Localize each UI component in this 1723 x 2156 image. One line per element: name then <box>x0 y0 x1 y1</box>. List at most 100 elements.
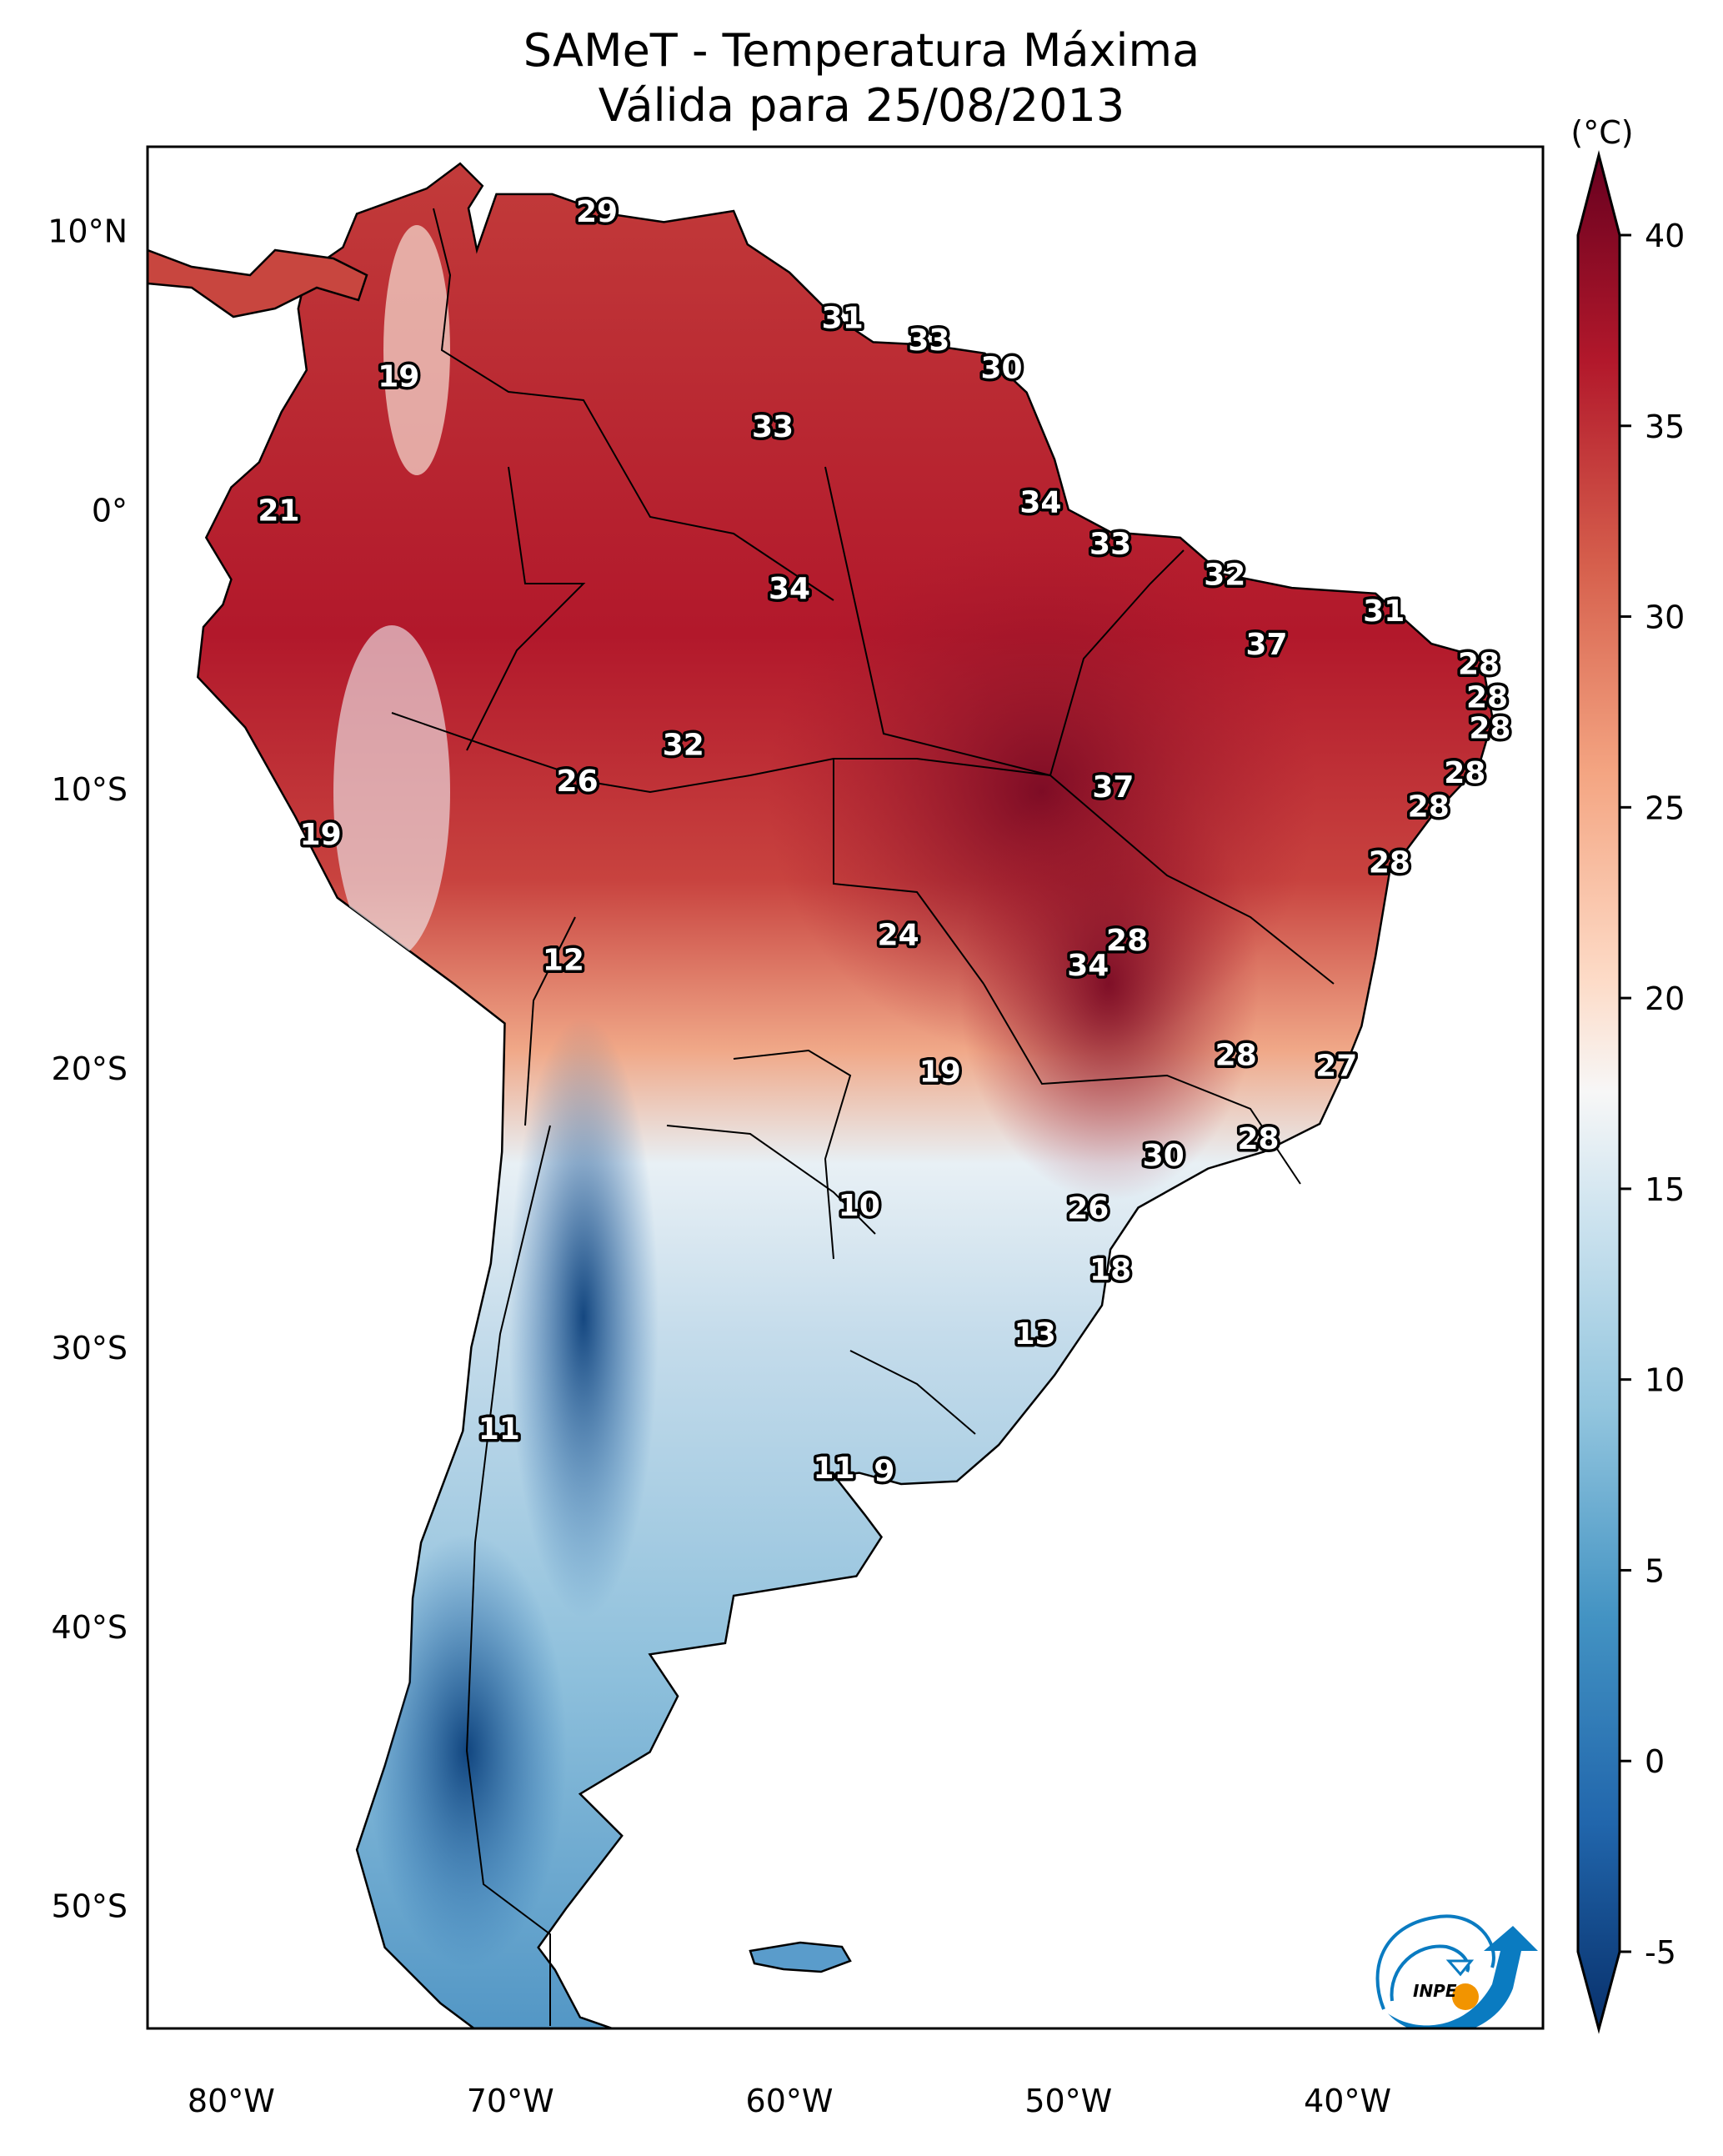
station-value-label: 19 <box>919 1055 961 1089</box>
colorbar-tick-label: 30 <box>1645 599 1685 636</box>
station-value-label: 11 <box>814 1452 855 1486</box>
central-america-land <box>148 248 368 318</box>
cool-region-peru-andes <box>333 625 450 959</box>
station-value-label: 24 <box>878 918 919 952</box>
x-tick-label: 40°W <box>1304 2083 1391 2119</box>
title-line-1: SAMeT - Temperatura Máxima <box>523 24 1200 77</box>
colorbar-tick-label: 40 <box>1645 218 1685 254</box>
y-tick-label: 10°N <box>48 213 128 250</box>
country-borders <box>391 208 1335 2026</box>
station-value-label: 34 <box>1019 485 1061 519</box>
station-value-label: 27 <box>1315 1050 1357 1084</box>
station-value-label: 21 <box>258 494 299 528</box>
station-value-label: 28 <box>1466 681 1508 715</box>
station-value-label: 28 <box>1106 924 1148 958</box>
border-bolivia-chile <box>524 916 576 1126</box>
border-colombia-peru <box>466 466 586 751</box>
station-value-label: 28 <box>1444 756 1485 790</box>
station-value-label: 26 <box>1067 1192 1109 1226</box>
colorbar-ticks: -5 0 5 10 15 20 25 30 35 40 <box>1620 218 1685 1971</box>
border-venezuela-colombia <box>433 208 834 601</box>
station-value-label: 32 <box>1204 558 1245 592</box>
station-value-label: 33 <box>1089 528 1131 562</box>
border-brazil-bolivia <box>833 759 984 985</box>
station-value-label: 28 <box>1215 1038 1257 1072</box>
y-tick-label: 10°S <box>52 771 128 808</box>
station-value-label: 28 <box>1237 1122 1279 1156</box>
map-frame <box>146 145 1545 2030</box>
logo-text: INPE <box>1413 1981 1457 2001</box>
station-value-label: 33 <box>752 410 794 444</box>
border-brazil-states-se <box>983 983 1301 1185</box>
colorbar-tick-label: 10 <box>1645 1362 1685 1399</box>
station-value-label: 9 <box>874 1454 894 1488</box>
station-value-label: 11 <box>478 1412 520 1447</box>
x-tick-label: 80°W <box>188 2083 275 2119</box>
y-tick-label: 40°S <box>52 1609 128 1646</box>
station-value-label: 32 <box>663 729 704 763</box>
station-value-label: 13 <box>1014 1317 1056 1351</box>
border-uruguay <box>849 1350 976 1435</box>
station-value-label: 34 <box>1067 949 1109 983</box>
station-value-label: 30 <box>1143 1139 1185 1173</box>
logo-arrow-up-icon <box>1388 1926 1538 2028</box>
y-tick-label: 20°S <box>52 1050 128 1087</box>
inpe-logo: INPE <box>1375 1914 1538 2028</box>
x-tick-label: 50°W <box>1024 2083 1112 2119</box>
colorbar-tick-label: -5 <box>1645 1934 1676 1971</box>
x-tick-label: 70°W <box>467 2083 554 2119</box>
logo-orbit-outer <box>1375 1914 1495 2010</box>
colorbar-tick-label: 20 <box>1645 980 1685 1017</box>
station-value-label: 28 <box>1469 712 1510 746</box>
station-value-label: 26 <box>557 765 599 799</box>
colorbar-tick-label: 15 <box>1645 1171 1685 1208</box>
cool-region-colombia-andes <box>383 225 450 475</box>
station-value-label: 19 <box>378 360 419 394</box>
station-value-label: 28 <box>1369 845 1410 880</box>
station-value-label: 33 <box>908 323 949 358</box>
y-tick-label: 30°S <box>52 1330 128 1366</box>
station-value-label: 34 <box>769 572 810 606</box>
station-value-label: 37 <box>1092 770 1134 805</box>
station-value-label: 31 <box>822 301 864 335</box>
station-value-label: 28 <box>1458 648 1500 682</box>
colorbar-unit-label: (°C) <box>1570 114 1633 151</box>
colorbar-tick-label: 25 <box>1645 790 1685 826</box>
border-paraguay-north <box>733 1049 852 1260</box>
colorbar-body <box>1576 150 1621 2034</box>
station-value-label: 30 <box>980 352 1022 386</box>
logo-arrow-down-icon <box>1445 1959 1475 1977</box>
y-tick-label: 50°S <box>52 1888 128 1925</box>
station-value-label: 31 <box>1363 594 1405 629</box>
station-value-label: 37 <box>1245 628 1287 662</box>
chart-title: SAMeT - Temperatura Máxima Válida para 2… <box>0 23 1723 133</box>
falkland-islands <box>749 1941 852 1973</box>
hot-region-goias <box>959 767 1259 1201</box>
station-value-label: 10 <box>839 1189 880 1223</box>
border-amazonas-para <box>824 466 1051 776</box>
colorbar-tick-label: 35 <box>1645 409 1685 445</box>
x-axis-ticks: 80°W 70°W 60°W 50°W 40°W <box>188 2083 1391 2119</box>
border-brazil-states-ne <box>1049 775 1335 985</box>
cold-region-andes <box>508 1017 659 1617</box>
y-tick-label: 0° <box>92 492 128 529</box>
station-value-label: 12 <box>543 944 584 978</box>
station-value-label: 18 <box>1089 1253 1131 1287</box>
title-line-2: Válida para 25/08/2013 <box>598 79 1125 132</box>
y-axis-ticks: 10°N 0° 10°S 20°S 30°S 40°S 50°S <box>48 213 128 1925</box>
colorbar: -5 0 5 10 15 20 25 30 35 40 (°C) <box>1570 114 1685 2034</box>
land-temperature-field <box>148 162 1494 2028</box>
station-value-label: 29 <box>576 195 618 229</box>
station-value-label: 28 <box>1408 790 1450 824</box>
border-para-tocantins <box>1049 549 1185 776</box>
colorbar-tick-label: 5 <box>1645 1552 1665 1589</box>
border-chile-argentina <box>465 1125 551 2026</box>
logo-sun <box>1452 1983 1479 2010</box>
x-tick-label: 60°W <box>746 2083 834 2119</box>
colorbar-tick-label: 0 <box>1645 1743 1665 1780</box>
border-brazil-peru-bolivia <box>391 712 1051 794</box>
station-value-label: 19 <box>300 818 342 852</box>
